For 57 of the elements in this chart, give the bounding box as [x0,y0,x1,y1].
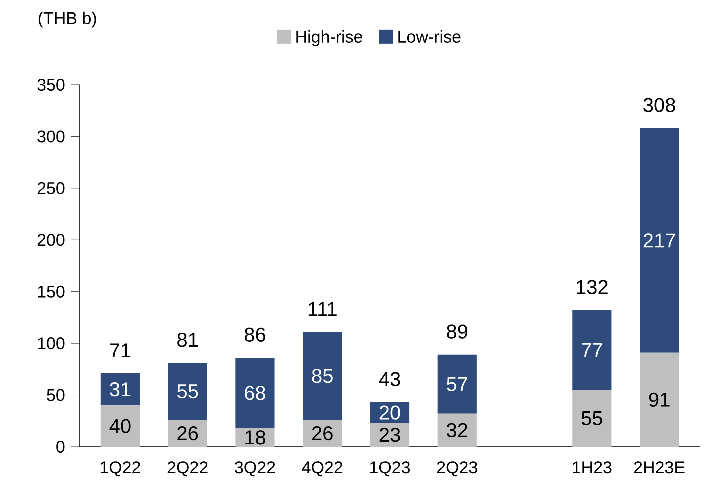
data-label: 55 [582,412,602,426]
data-label: 85 [312,369,333,384]
data-label: 18 [246,430,266,445]
y-tick-label: 50 [47,389,65,402]
y-tick-label: 200 [38,234,65,246]
y-tick-label: 300 [38,130,65,143]
total-label: 89 [447,324,468,339]
y-tick-label: 150 [38,286,65,298]
x-tick-label: 3Q22 [235,462,276,477]
bar [438,354,477,414]
x-tick-label: 2Q23 [437,462,478,477]
bar [100,374,140,406]
y-tick-label: 250 [38,182,65,194]
total-label: 308 [644,98,676,112]
y-tick-label: 0 [56,440,65,453]
data-label: 26 [178,426,198,441]
data-label: 40 [110,419,131,434]
data-label: 55 [178,384,198,399]
x-tick-label: 2H23E [634,462,685,474]
bar [370,423,410,447]
bar [438,414,477,447]
legend-label: Low-rise [398,30,461,43]
x-tick-label: 4Q22 [302,462,343,477]
bar [640,352,680,447]
data-label: 91 [649,392,670,407]
total-label: 132 [577,280,608,294]
x-tick-label: 1H23 [573,462,612,474]
bar [168,363,208,420]
data-label: 57 [447,377,468,392]
y-tick-label: 100 [38,338,65,350]
bar [100,406,140,447]
data-label: 77 [582,343,602,358]
data-label: 32 [447,423,468,438]
total-label: 43 [379,372,400,386]
x-tick-label: 1Q23 [370,462,410,477]
total-label: 86 [244,328,266,342]
x-tick-label: 2Q22 [168,462,208,477]
data-label: 26 [312,426,333,441]
total-label: 111 [308,302,337,316]
data-label: 20 [380,406,400,420]
data-label: 217 [644,234,676,248]
y-tick-label: 350 [38,78,65,92]
bar [168,420,208,447]
y-axis-title: (THB b) [38,12,96,28]
data-label: 31 [110,382,131,397]
x-tick-label: 1Q22 [100,462,140,477]
total-label: 81 [178,332,198,348]
bar [572,390,612,447]
bar [640,128,680,353]
bar [236,358,275,428]
bar [303,420,342,447]
bar [303,332,342,420]
data-label: 68 [245,386,266,400]
total-label: 71 [110,344,131,358]
bar [572,310,612,390]
legend-label: High-rise [296,30,363,46]
data-label: 23 [380,428,400,442]
